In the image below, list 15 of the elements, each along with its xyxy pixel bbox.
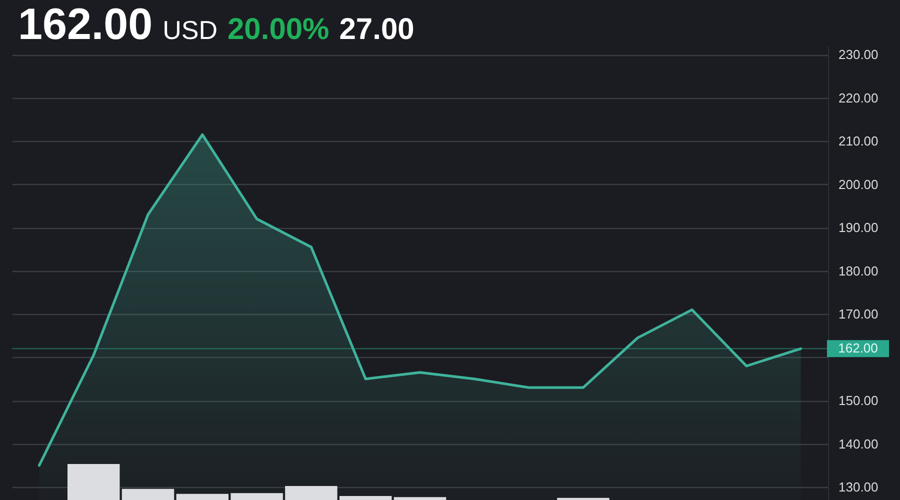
y-tick-label: 180.00 xyxy=(838,263,878,278)
y-tick-label: 210.00 xyxy=(838,134,878,149)
y-tick-label: 140.00 xyxy=(838,436,878,452)
chart-title: 162.00 xyxy=(18,0,153,50)
y-tick-label: 170.00 xyxy=(838,306,878,322)
text: USD xyxy=(162,15,218,46)
y-tick-label: 150.00 xyxy=(838,393,878,408)
y-tick-label: 200.00 xyxy=(838,176,878,192)
y-tick-label: 220.00 xyxy=(838,90,878,106)
text: 27.00 xyxy=(339,13,414,47)
y-tick-label: 190.00 xyxy=(838,220,878,236)
ref-line-label: 162.00 xyxy=(838,340,878,356)
text: 20.00% xyxy=(227,13,330,47)
y-tick-label: 130.00 xyxy=(838,480,878,495)
y-tick-label: 230.00 xyxy=(838,47,878,62)
